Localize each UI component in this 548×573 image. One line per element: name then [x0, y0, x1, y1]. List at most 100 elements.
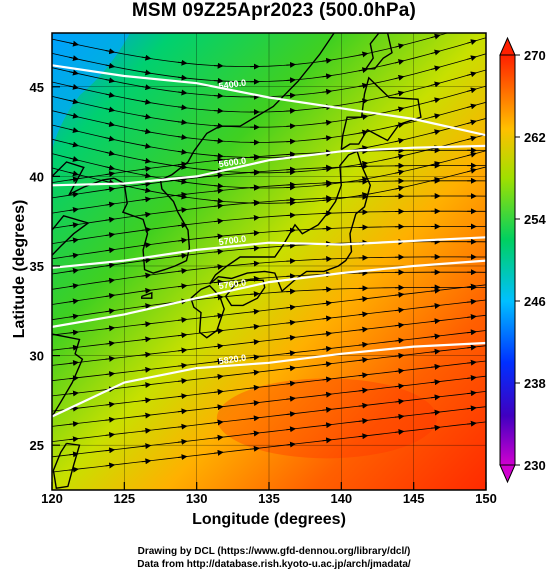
wind-arrow: [358, 433, 369, 440]
wind-arrow: [177, 454, 188, 461]
wind-arrow: [69, 344, 79, 351]
wind-arrow: [69, 55, 79, 62]
coastline-china-coast: [52, 161, 115, 196]
wind-arrow: [213, 404, 224, 411]
wind-arrow: [105, 247, 116, 254]
wind-arrow: [286, 426, 296, 433]
x-tick-label: 140: [330, 491, 352, 506]
coastline-sakhalin: [365, 33, 393, 70]
wind-arrow: [177, 178, 188, 185]
wind-arrow: [250, 260, 260, 267]
wind-arrow: [430, 318, 441, 325]
wind-arrow: [358, 98, 369, 105]
wind-arrow: [213, 77, 224, 84]
contour-label: 5820.0: [218, 353, 247, 367]
wind-arrow: [69, 298, 79, 305]
wind-arrow: [213, 419, 224, 426]
contour-label: 5400.0: [218, 77, 247, 91]
wind-arrow: [394, 383, 405, 390]
wind-arrow: [358, 67, 369, 74]
wind-arrow: [141, 382, 152, 389]
height-contour: [52, 64, 486, 137]
wind-arrow: [141, 272, 152, 279]
wind-arrow: [358, 145, 369, 152]
wind-arrow: [322, 406, 333, 413]
wind-arrow: [177, 438, 188, 445]
wind-arrow: [286, 334, 296, 341]
colorbar-label: 238: [524, 376, 546, 391]
wind-arrow: [250, 275, 260, 282]
wind-arrow: [69, 405, 79, 412]
wind-arrow: [69, 375, 79, 382]
wind-arrow: [141, 226, 152, 233]
wind-arrow: [105, 164, 116, 171]
wind-arrow: [394, 398, 405, 405]
wind-arrow: [105, 135, 116, 142]
wind-arrow: [105, 77, 116, 84]
wind-arrow: [141, 113, 152, 120]
wind-arrow: [213, 328, 224, 335]
y-tick-label: 25: [30, 438, 44, 453]
wind-arrow: [467, 55, 477, 62]
wind-arrow: [141, 443, 152, 450]
coastlines: [52, 33, 422, 489]
wind-arrow: [430, 348, 441, 355]
wind-arrow: [358, 387, 369, 394]
wind-arrow: [69, 252, 79, 259]
wind-arrow: [69, 222, 79, 229]
colorbar-label: 246: [524, 294, 546, 309]
wind-arrow: [322, 119, 333, 126]
wind-arrow: [286, 92, 296, 99]
wind-arrow: [69, 206, 79, 213]
wind-arrow: [286, 107, 296, 114]
y-tick-label: 35: [30, 259, 44, 274]
wind-arrow: [105, 308, 116, 315]
wind-arrow: [467, 329, 477, 336]
wind-arrow: [177, 104, 188, 111]
wind-arrow: [141, 412, 152, 419]
wind-arrow: [250, 230, 260, 237]
wind-arrow: [177, 74, 188, 81]
x-tick-label: 145: [403, 491, 425, 506]
cold-pool: [52, 33, 130, 150]
wind-arrow: [213, 137, 224, 144]
wind-arrow: [467, 151, 477, 158]
wind-arrow: [286, 197, 296, 204]
wind-arrow: [286, 166, 296, 173]
height-contour: [52, 259, 486, 328]
wind-arrow: [177, 347, 188, 354]
wind-arrow: [177, 362, 188, 369]
credit-drawing: Drawing by DCL (https://www.gfd-dennou.o…: [137, 546, 411, 557]
wind-arrow: [213, 187, 224, 194]
coastline-shandong: [52, 214, 90, 256]
wind-arrow: [286, 61, 296, 68]
wind-arrow: [177, 377, 188, 384]
wind-arrow: [250, 430, 260, 437]
wind-arrow: [105, 462, 116, 469]
wind-arrow: [141, 397, 152, 404]
wind-arrow: [141, 69, 152, 76]
wind-arrow: [105, 371, 116, 378]
wind-arrow: [177, 89, 188, 96]
wind-arrow: [286, 181, 296, 188]
wind-arrow: [286, 380, 296, 387]
wind-arrow: [177, 207, 188, 214]
wind-arrow: [358, 296, 369, 303]
wind-arrow: [177, 222, 188, 229]
wind-arrow: [141, 257, 152, 264]
wind-arrow: [286, 319, 296, 326]
wind-arrow: [105, 416, 116, 423]
wind-arrow: [141, 143, 152, 149]
wind-arrow: [286, 288, 296, 295]
contour-label: 5700.0: [218, 233, 247, 247]
wind-arrow: [69, 191, 79, 198]
wind-arrow: [250, 323, 260, 330]
wind-arrow: [69, 176, 79, 183]
wind-arrow: [358, 129, 369, 136]
y-ticks: 25 30 35 40 45: [30, 80, 60, 453]
wind-arrow: [250, 245, 260, 252]
wind-arrow: [213, 449, 224, 456]
wind-arrow: [394, 185, 405, 192]
wind-arrow: [430, 394, 441, 401]
x-axis-label: Longitude (degrees): [192, 511, 346, 528]
